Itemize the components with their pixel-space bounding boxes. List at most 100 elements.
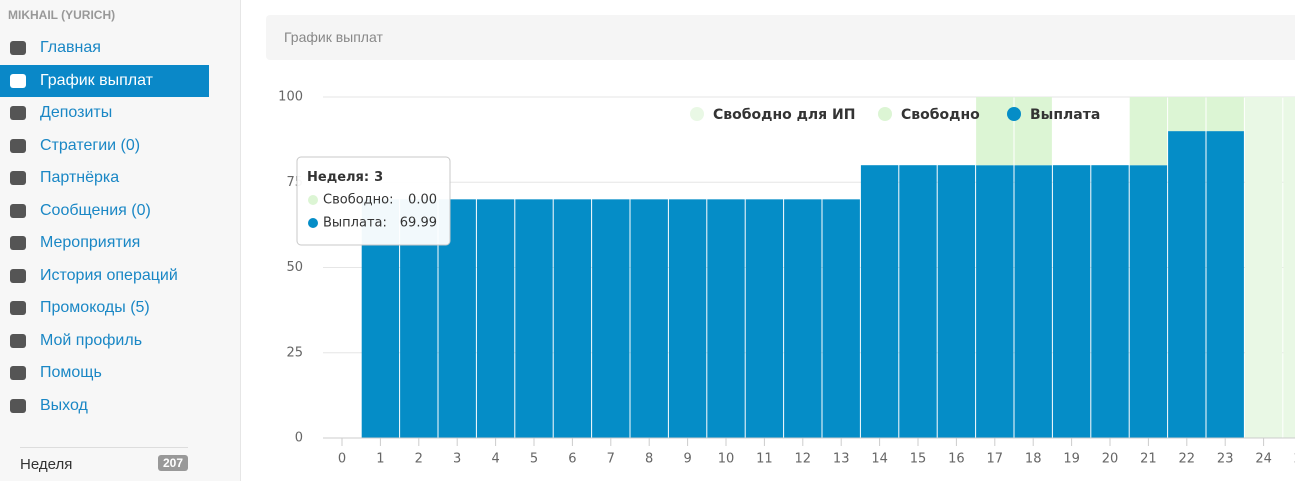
bar (1014, 97, 1052, 166)
menu-icon (10, 236, 26, 250)
badge: 207 (157, 455, 188, 471)
menu-label: Сообщения (0) (40, 201, 151, 219)
y-tick-label: 50 (286, 260, 303, 275)
tooltip-header: Неделя: 3 (307, 170, 383, 185)
menu-icon (10, 398, 26, 413)
menu-item[interactable]: Сообщения (0) (0, 195, 209, 227)
x-tick-label: 3 (453, 452, 461, 467)
legend-label[interactable]: Выплата (1030, 107, 1100, 123)
bar (1168, 97, 1206, 132)
menu-icon (10, 41, 26, 55)
legend-label[interactable]: Свободно (901, 107, 980, 123)
y-tick-label: 100 (278, 90, 303, 105)
x-tick-label: 7 (607, 452, 615, 467)
menu-item[interactable]: График выплат (0, 64, 209, 97)
menu-item[interactable]: Стратегии (0) (0, 130, 209, 162)
bar (822, 199, 860, 438)
bar (707, 199, 745, 438)
x-tick-label: 23 (1217, 452, 1234, 467)
legend-label[interactable]: Свободно для ИП (713, 107, 855, 123)
tooltip: Неделя: 3 Свободно: 0.00 Выплата: 69.99 (296, 156, 451, 246)
tooltip-name: Выплата: (323, 216, 387, 231)
menu-item[interactable]: Партнёрка (0, 162, 209, 194)
bar (976, 97, 1014, 166)
x-tick-label: 10 (718, 452, 735, 467)
x-tick-label: 24 (1255, 452, 1272, 467)
menu-item[interactable]: Главная (0, 32, 209, 64)
x-tick-label: 25 (1294, 452, 1295, 467)
x-tick-label: 15 (910, 452, 927, 467)
menu-item[interactable]: История операций (0, 260, 209, 292)
menu-label: График выплат (40, 71, 153, 89)
bar (1206, 131, 1244, 438)
tooltip-category: 3 (374, 170, 383, 185)
x-tick-label: 16 (948, 452, 965, 467)
tooltip-name: Свободно: (323, 193, 393, 208)
x-tick-label: 18 (1025, 452, 1042, 467)
y-tick-label: 0 (295, 431, 303, 446)
tooltip-marker (308, 195, 318, 205)
bar (1206, 97, 1244, 132)
menu-item[interactable]: Помощь (0, 357, 209, 389)
bar (476, 199, 515, 438)
menu-item[interactable]: Мероприятия (0, 227, 209, 259)
bar (1283, 97, 1295, 438)
legend-marker (690, 107, 704, 121)
menu-label: История операций (40, 266, 178, 284)
menu-item[interactable]: Выход (0, 390, 209, 422)
legend-marker (878, 107, 892, 121)
menu-label: Мой профиль (40, 331, 143, 349)
menu-item[interactable]: Депозиты (0, 97, 209, 129)
x-tick-label: 6 (568, 452, 576, 467)
bar (1168, 131, 1206, 438)
panel-title: График выплат (284, 29, 383, 45)
x-tick-label: 19 (1063, 452, 1080, 467)
bar (976, 165, 1014, 438)
bar (515, 199, 553, 438)
menu-item[interactable]: Промокоды (5) (0, 292, 209, 324)
user-name[interactable]: MIKHAIL (YURICH) (8, 8, 116, 22)
legend-marker (1007, 107, 1021, 121)
footer-label: Неделя (20, 456, 73, 473)
menu-icon (10, 138, 26, 153)
menu-item[interactable]: Мой профиль (0, 325, 209, 357)
menu-label: Промокоды (5) (40, 299, 150, 316)
tooltip-box (296, 156, 451, 246)
x-tick-label: 9 (683, 452, 691, 467)
tooltip-label: Неделя: (307, 170, 369, 185)
bar (1014, 165, 1052, 438)
x-tick-label: 8 (645, 452, 653, 467)
panel-header: График выплат (266, 15, 1295, 60)
x-tick-label: 13 (833, 452, 850, 467)
y-tick-label: 25 (286, 345, 303, 360)
menu-icon (10, 203, 26, 218)
bar (592, 199, 630, 438)
menu-label: Депозиты (40, 104, 113, 121)
x-tick-label: 5 (530, 452, 538, 467)
bar (937, 165, 976, 438)
menu-icon (10, 268, 26, 283)
bar (1052, 165, 1091, 438)
sidebar-footer: Неделя 207 (20, 447, 188, 473)
menu-icon (10, 73, 26, 88)
menu-icon (10, 333, 26, 348)
x-tick-label: 22 (1179, 452, 1196, 467)
x-tick-label: 4 (491, 452, 499, 467)
tooltip-marker (308, 218, 318, 228)
bar (860, 165, 899, 438)
menu-icon (10, 366, 26, 380)
x-tick-label: 2 (415, 452, 423, 467)
bar (553, 199, 592, 438)
menu-label: Мероприятия (40, 234, 141, 251)
bar (1129, 165, 1168, 438)
menu-label: Выход (40, 396, 88, 414)
bar (630, 199, 668, 438)
menu-icon (10, 106, 26, 120)
menu-label: Помощь (40, 364, 102, 381)
menu-label: Главная (40, 39, 101, 56)
sidebar: MIKHAIL (YURICH) Главная График выплат Деп… (0, 0, 241, 481)
bar (899, 165, 937, 438)
x-tick-label: 14 (871, 452, 888, 467)
